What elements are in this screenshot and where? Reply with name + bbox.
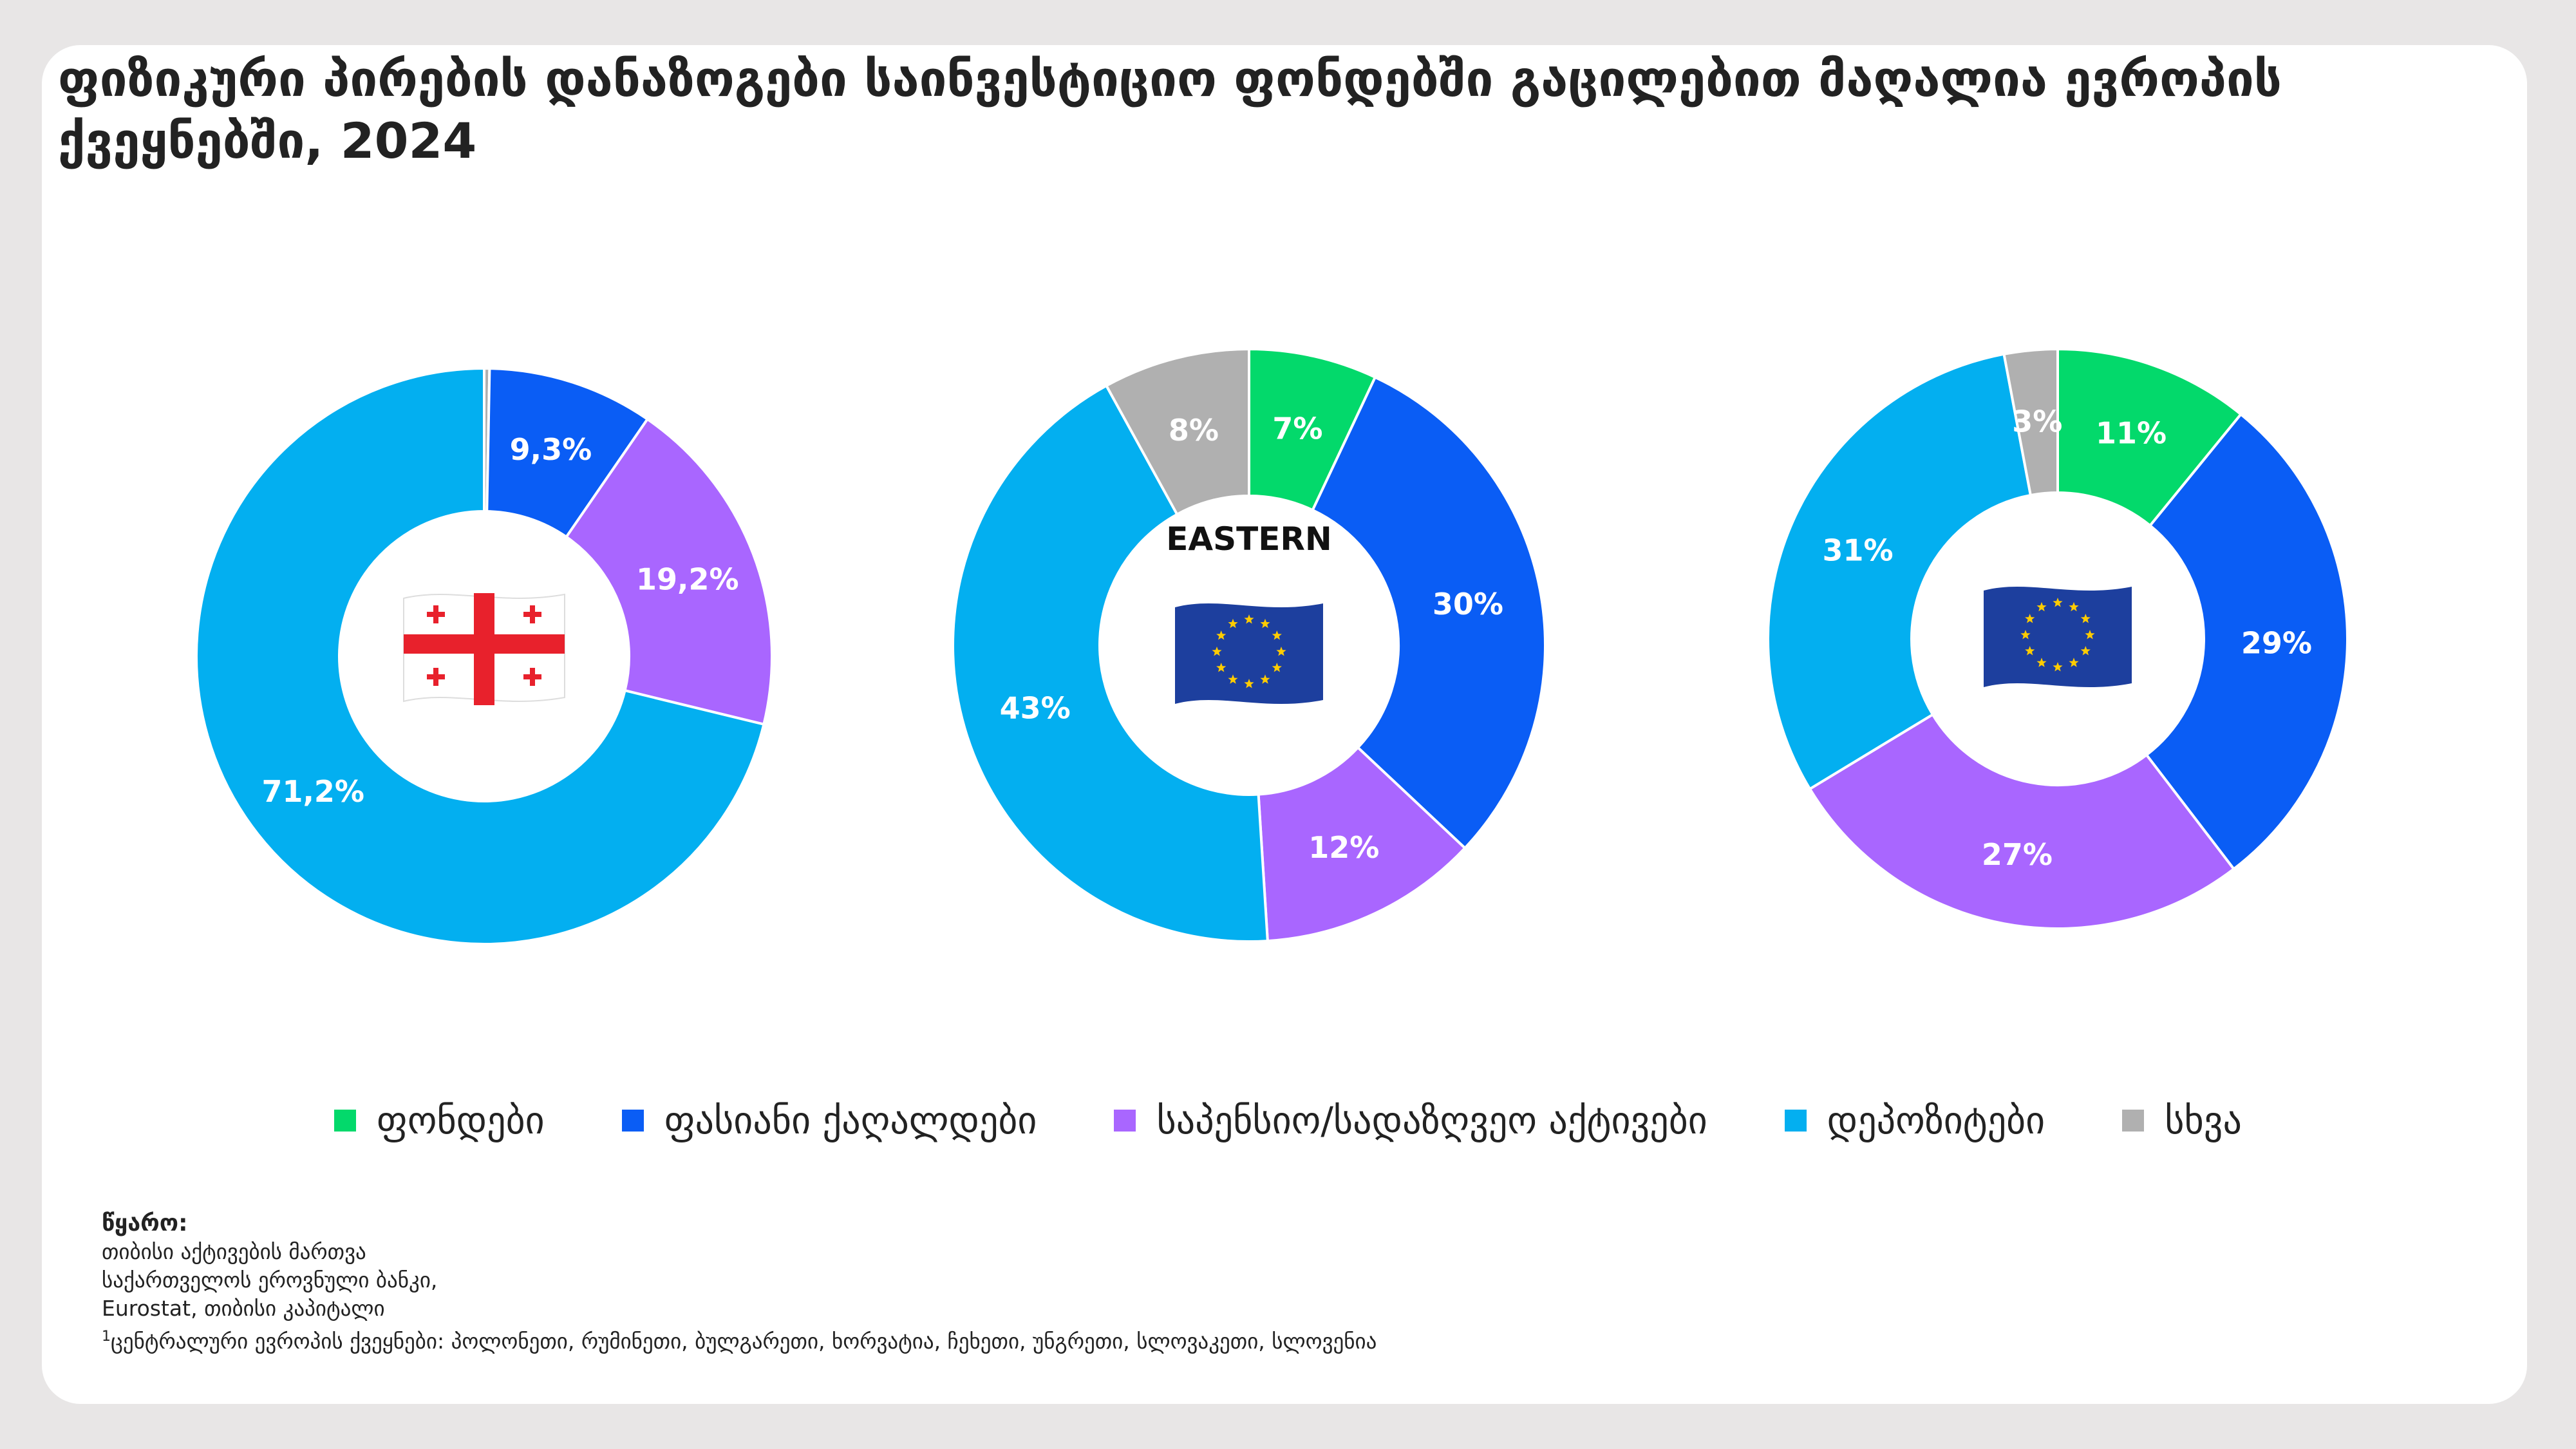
slice-securities	[1311, 375, 1547, 850]
source-notes: წყარო: თიბისი აქტივების მართვა საქართველ…	[102, 1209, 1377, 1356]
legend-item-other: სხვა	[2122, 1099, 2242, 1142]
eu-star	[2020, 630, 2031, 639]
slice-label-other: 3%	[2012, 404, 2062, 439]
eu-star	[1244, 679, 1254, 688]
slice-funds	[2056, 347, 2243, 527]
eu-star	[2069, 658, 2079, 667]
slice-other	[1104, 347, 1250, 516]
slice-label-deposits: 31%	[1822, 533, 1893, 567]
slice-label-funds: 7%	[1272, 411, 1322, 446]
eu-star	[2025, 646, 2035, 656]
eu-flag-icon	[1984, 587, 2132, 687]
slice-securities	[2145, 412, 2349, 871]
eu-star	[1272, 663, 1282, 672]
eu-star	[2053, 662, 2063, 672]
eu-star	[2036, 601, 2047, 612]
legend: ფონდები ფასიანი ქაღალდები საპენსიო/სადაზ…	[0, 1099, 2576, 1142]
legend-label-funds: ფონდები	[376, 1099, 545, 1142]
eu-star	[1260, 618, 1270, 629]
donut-chart-1: 9,3% 19,2% 71,2%	[195, 366, 773, 945]
source-line: თიბისი აქტივების მართვა	[102, 1239, 366, 1264]
eu-star	[2025, 614, 2035, 623]
source-line: საქართველოს ეროვნული ბანკი,	[102, 1267, 438, 1293]
slice-label-pension: 19,2%	[636, 562, 739, 597]
slice-label-deposits: 43%	[1000, 691, 1071, 726]
legend-label-pension: საპენსიო/სადაზღვეო აქტივები	[1156, 1099, 1707, 1142]
slice-label-pension: 12%	[1308, 830, 1379, 865]
slice-label-deposits: 71,2%	[261, 774, 364, 809]
legend-swatch-funds	[334, 1110, 356, 1132]
eu-star	[1216, 663, 1227, 672]
flag-cross-horizontal	[404, 634, 565, 654]
flag-small-cross	[433, 605, 438, 623]
slice-pension	[1808, 712, 2236, 930]
legend-item-pension: საპენსიო/სადაზღვეო აქტივები	[1114, 1099, 1707, 1142]
slice-deposits	[952, 384, 1270, 943]
chart-title: ფიზიკური პირების დანაზოგები საინვესტიციო…	[58, 50, 2282, 169]
slice-pension	[1257, 745, 1467, 943]
slice-label-securities: 9,3%	[510, 432, 592, 467]
eu-star	[1260, 674, 1270, 684]
legend-item-securities: ფასიანი ქაღალდები	[621, 1099, 1037, 1142]
slice-deposits	[1767, 352, 2033, 791]
donut-chart-2: 7% 30% 12% 43% 8% EASTERN	[952, 347, 1547, 943]
footnote-mark: 1	[102, 1329, 111, 1345]
eu-star	[2036, 658, 2047, 667]
slice-other	[2002, 347, 2059, 497]
flag-small-cross	[530, 605, 535, 623]
donut-chart-3: 11% 29% 27% 31% 3%	[1767, 347, 2349, 930]
legend-item-deposits: დეპოზიტები	[1784, 1099, 2045, 1142]
slice-label-securities: 30%	[1433, 587, 1503, 621]
eu-star	[1228, 674, 1238, 684]
legend-label-deposits: დეპოზიტები	[1827, 1099, 2045, 1142]
slice-pension	[564, 417, 773, 726]
legend-swatch-deposits	[1784, 1110, 1807, 1132]
eu-star	[1216, 630, 1227, 640]
eu-star	[1276, 647, 1286, 656]
flag-small-cross	[530, 668, 535, 686]
slice-label-securities: 29%	[2241, 625, 2312, 660]
eu-star	[2080, 614, 2091, 623]
eu-star	[1228, 618, 1238, 629]
eu-star	[1272, 630, 1282, 640]
eu-star	[2053, 598, 2063, 607]
source-heading: წყარო:	[102, 1210, 188, 1236]
slice-label-funds: 11%	[2096, 416, 2167, 451]
slice-label-pension: 27%	[1982, 837, 2053, 872]
eu-star	[2080, 646, 2091, 656]
eu-star	[1212, 647, 1222, 656]
legend-label-other: სხვა	[2165, 1099, 2242, 1142]
legend-swatch-other	[2122, 1110, 2145, 1132]
center-label: EASTERN	[1166, 520, 1331, 558]
legend-swatch-securities	[621, 1110, 644, 1132]
slice-label-other: 8%	[1169, 413, 1219, 448]
eu-star	[1244, 614, 1254, 624]
eu-star	[2069, 601, 2079, 612]
footnote: 1ცენტრალური ევროპის ქვეყნები: პოლონეთი, …	[102, 1323, 1377, 1356]
legend-swatch-pension	[1114, 1110, 1136, 1132]
slice-deposits	[195, 366, 766, 945]
eu-flag-icon	[1175, 603, 1323, 704]
chart-card	[42, 45, 2527, 1404]
footnote-text: ცენტრალური ევროპის ქვეყნები: პოლონეთი, რ…	[111, 1329, 1377, 1354]
source-line: Eurostat, თიბისი კაპიტალი	[102, 1296, 385, 1321]
legend-item-funds: ფონდები	[334, 1099, 545, 1142]
flag-small-cross	[433, 668, 438, 686]
eu-star	[2085, 630, 2095, 639]
legend-label-securities: ფასიანი ქაღალდები	[664, 1099, 1037, 1142]
